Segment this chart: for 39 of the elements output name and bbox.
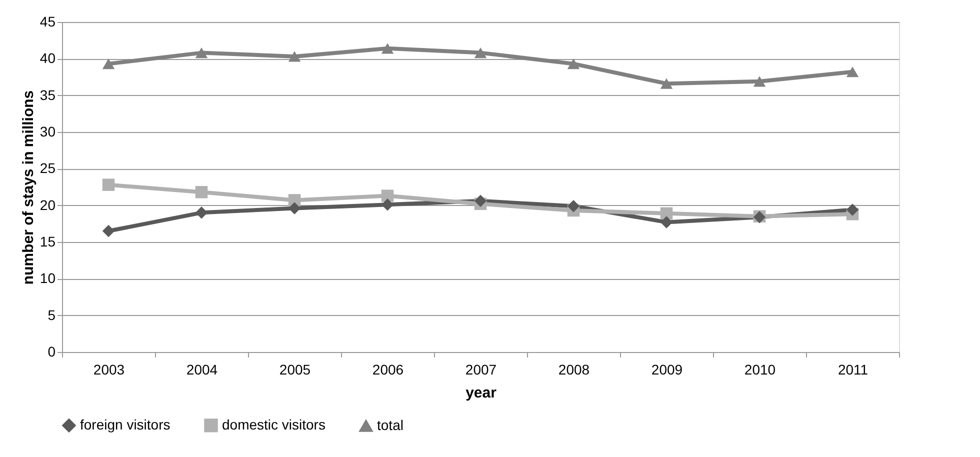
point <box>846 66 859 78</box>
y-tick-label: 35 <box>40 86 56 103</box>
point <box>567 200 580 212</box>
x-tick-label: 2004 <box>186 362 218 378</box>
legend-label: domestic visitors <box>222 416 326 432</box>
y-tick-label: 0 <box>48 344 56 360</box>
y-tick-label: 30 <box>40 124 56 140</box>
x-tick-label: 2003 <box>93 362 125 378</box>
point <box>474 47 487 58</box>
point <box>474 194 487 208</box>
point <box>195 47 208 58</box>
y-tick-label: 10 <box>40 270 56 286</box>
point <box>102 224 115 238</box>
point <box>195 186 208 198</box>
point <box>846 204 859 216</box>
x-tick-label: 2011 <box>838 362 868 378</box>
x-tick-label: 2009 <box>651 362 683 378</box>
x-axis-title: year <box>466 384 497 402</box>
y-tick-label: 20 <box>40 196 56 213</box>
y-tick-label: 40 <box>40 50 56 66</box>
x-tick-label: 2010 <box>744 362 776 378</box>
point <box>102 58 115 70</box>
point <box>102 178 115 191</box>
point <box>381 43 394 54</box>
legend-label: total <box>377 416 404 433</box>
x-tick-label: 2007 <box>465 362 497 378</box>
y-tick-label: 45 <box>40 14 56 30</box>
x-tick-label: 2006 <box>372 362 404 378</box>
legend-label: foreign visitors <box>80 416 170 432</box>
y-tick-label: 25 <box>40 160 56 176</box>
x-tick-label: 2005 <box>279 362 311 378</box>
y-axis-title: number of stays in millions <box>20 90 37 285</box>
y-tick-label: 15 <box>40 234 56 250</box>
y-tick-label: 5 <box>48 306 56 323</box>
point <box>753 76 766 87</box>
x-tick-label: 2008 <box>558 362 590 378</box>
point <box>660 78 673 89</box>
point <box>567 58 580 70</box>
point <box>288 51 301 62</box>
